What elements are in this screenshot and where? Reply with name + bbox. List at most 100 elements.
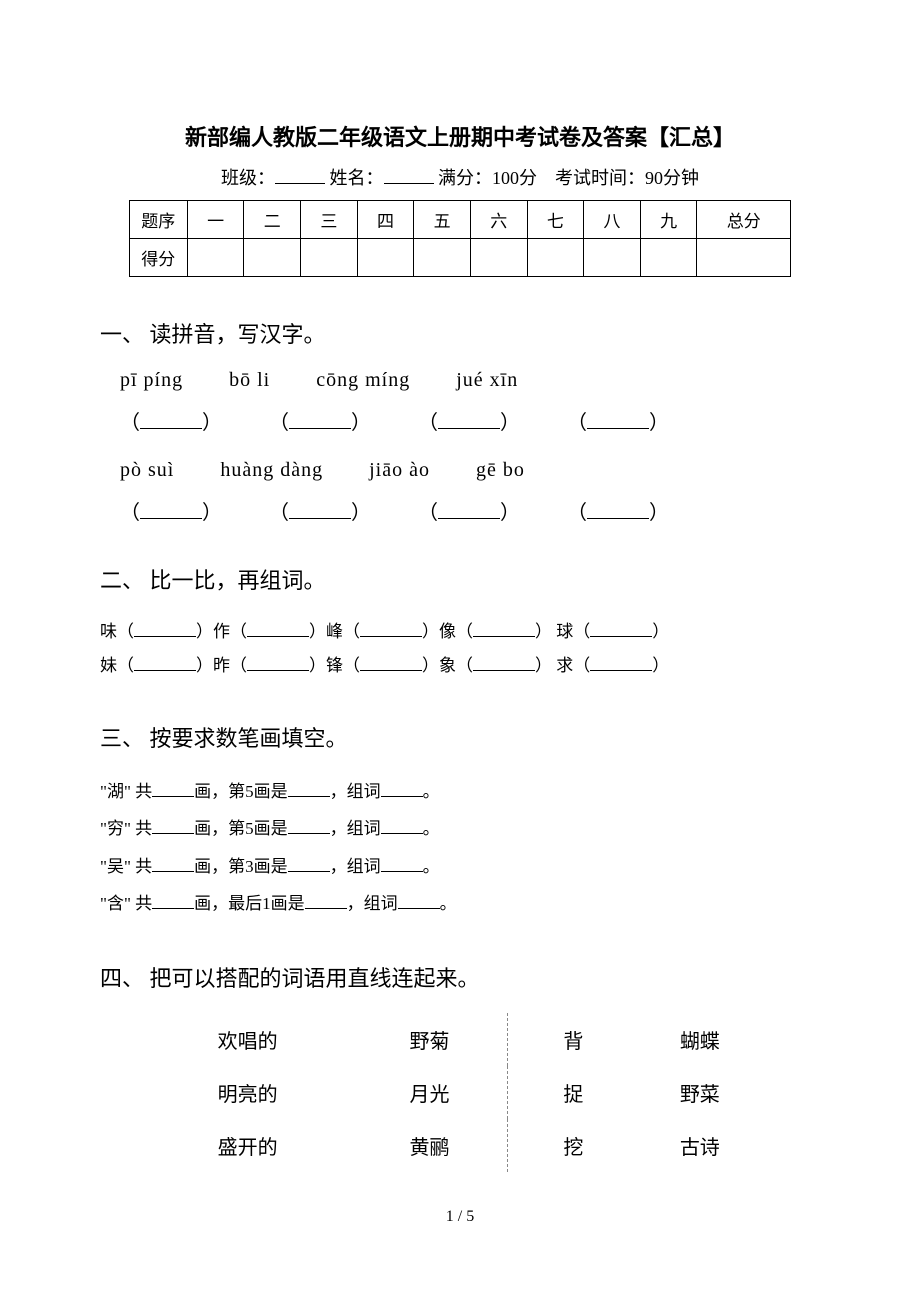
answer-blank[interactable]: （）	[567, 406, 669, 435]
q3-char: 湖	[107, 782, 124, 801]
page-number: 1 / 5	[100, 1208, 820, 1226]
col-h: 二	[244, 201, 301, 239]
q3-blank[interactable]	[152, 818, 194, 834]
pinyin-row-1: pī píng bō li cōng míng jué xīn	[120, 369, 820, 392]
q2-char: 味	[100, 622, 117, 641]
q2-char: 作	[213, 622, 230, 641]
name-blank[interactable]	[384, 166, 434, 184]
pinyin-item: bō li	[229, 369, 270, 392]
q2-char: 峰	[326, 622, 343, 641]
pinyin-row-2: pò suì huàng dàng jiāo ào gē bo	[120, 459, 820, 482]
score-cell[interactable]	[357, 239, 414, 277]
divider	[507, 1066, 524, 1119]
score-cell[interactable]	[584, 239, 641, 277]
col-h: 九	[640, 201, 697, 239]
q3-line: "吴" 共画，第3画是，组词。	[100, 848, 820, 885]
time-label: 考试时间：90分钟	[555, 168, 699, 188]
q2-char: 球	[556, 622, 573, 641]
col-h: 六	[470, 201, 527, 239]
q3-line: "湖" 共画，第5画是，组词。	[100, 773, 820, 810]
col-h: 一	[187, 201, 244, 239]
score-cell[interactable]	[640, 239, 697, 277]
q3-blank[interactable]	[398, 893, 440, 909]
score-cell[interactable]	[301, 239, 358, 277]
answer-blank[interactable]: （）	[120, 496, 222, 525]
match-word[interactable]: 背	[524, 1013, 623, 1066]
class-label: 班级：	[221, 168, 275, 188]
col-h: 总分	[697, 201, 791, 239]
header-info: 班级： 姓名： 满分：100分 考试时间：90分钟	[100, 164, 820, 190]
answer-blank[interactable]: （）	[418, 496, 520, 525]
q2-blank[interactable]	[134, 655, 196, 671]
q2-line-1: 味（）作（）峰（）像（） 球（）	[100, 615, 820, 649]
match-word[interactable]: 黄鹂	[352, 1119, 507, 1172]
q2-blank[interactable]	[473, 655, 535, 671]
col-h: 四	[357, 201, 414, 239]
q2-blank[interactable]	[360, 621, 422, 637]
col-h: 五	[414, 201, 471, 239]
q3-blank[interactable]	[381, 856, 423, 872]
score-cell[interactable]	[527, 239, 584, 277]
q3-blank[interactable]	[305, 893, 347, 909]
section-1-heading: 一、 读拼音，写汉字。	[100, 317, 820, 349]
answer-row-2: （） （） （） （）	[120, 496, 820, 525]
q3-char: 穷	[107, 819, 124, 838]
match-word[interactable]: 捉	[524, 1066, 623, 1119]
q3-blank[interactable]	[381, 781, 423, 797]
q3-blank[interactable]	[288, 856, 330, 872]
answer-blank[interactable]: （）	[269, 406, 371, 435]
match-word[interactable]: 蝴蝶	[623, 1013, 777, 1066]
match-word[interactable]: 野菊	[352, 1013, 507, 1066]
q2-line-2: 妹（）昨（）锋（）象（） 求（）	[100, 649, 820, 683]
q2-blank[interactable]	[134, 621, 196, 637]
score-cell[interactable]	[187, 239, 244, 277]
q3-blank[interactable]	[381, 818, 423, 834]
pinyin-item: pò suì	[120, 459, 174, 482]
pinyin-item: pī píng	[120, 369, 183, 392]
col-h: 七	[527, 201, 584, 239]
q2-blank[interactable]	[247, 655, 309, 671]
pinyin-item: huàng dàng	[220, 459, 323, 482]
q3-blank[interactable]	[288, 818, 330, 834]
fullscore-label: 满分：100分	[438, 168, 537, 188]
q2-blank[interactable]	[360, 655, 422, 671]
q3-blank[interactable]	[152, 781, 194, 797]
col-h: 三	[301, 201, 358, 239]
q3-char: 含	[107, 894, 124, 913]
pinyin-item: cōng míng	[316, 369, 410, 392]
document-title: 新部编人教版二年级语文上册期中考试卷及答案【汇总】	[100, 120, 820, 152]
answer-blank[interactable]: （）	[418, 406, 520, 435]
name-label: 姓名：	[330, 168, 384, 188]
score-cell[interactable]	[414, 239, 471, 277]
q3-char: 吴	[107, 857, 124, 876]
score-cell[interactable]	[244, 239, 301, 277]
section-4-heading: 四、 把可以搭配的词语用直线连起来。	[100, 961, 820, 993]
score-table: 题序 一 二 三 四 五 六 七 八 九 总分 得分	[129, 200, 791, 277]
q3-line: "穷" 共画，第5画是，组词。	[100, 810, 820, 847]
score-table-score-row: 得分	[129, 239, 790, 277]
match-word[interactable]: 野菜	[623, 1066, 777, 1119]
class-blank[interactable]	[275, 166, 325, 184]
answer-blank[interactable]: （）	[567, 496, 669, 525]
score-cell[interactable]	[470, 239, 527, 277]
q3-blank[interactable]	[152, 856, 194, 872]
score-cell[interactable]	[697, 239, 791, 277]
q2-blank[interactable]	[247, 621, 309, 637]
answer-blank[interactable]: （）	[269, 496, 371, 525]
q3-blank[interactable]	[152, 893, 194, 909]
q2-char: 像	[439, 622, 456, 641]
match-word[interactable]: 挖	[524, 1119, 623, 1172]
q3-line: "含" 共画，最后1画是，组词。	[100, 885, 820, 922]
q2-blank[interactable]	[590, 655, 652, 671]
match-word[interactable]: 欢唱的	[143, 1013, 352, 1066]
answer-blank[interactable]: （）	[120, 406, 222, 435]
score-table-header-row: 题序 一 二 三 四 五 六 七 八 九 总分	[129, 201, 790, 239]
match-word[interactable]: 古诗	[623, 1119, 777, 1172]
q2-blank[interactable]	[473, 621, 535, 637]
q2-blank[interactable]	[590, 621, 652, 637]
section-3-heading: 三、 按要求数笔画填空。	[100, 721, 820, 753]
match-word[interactable]: 月光	[352, 1066, 507, 1119]
q3-blank[interactable]	[288, 781, 330, 797]
match-word[interactable]: 盛开的	[143, 1119, 352, 1172]
match-word[interactable]: 明亮的	[143, 1066, 352, 1119]
